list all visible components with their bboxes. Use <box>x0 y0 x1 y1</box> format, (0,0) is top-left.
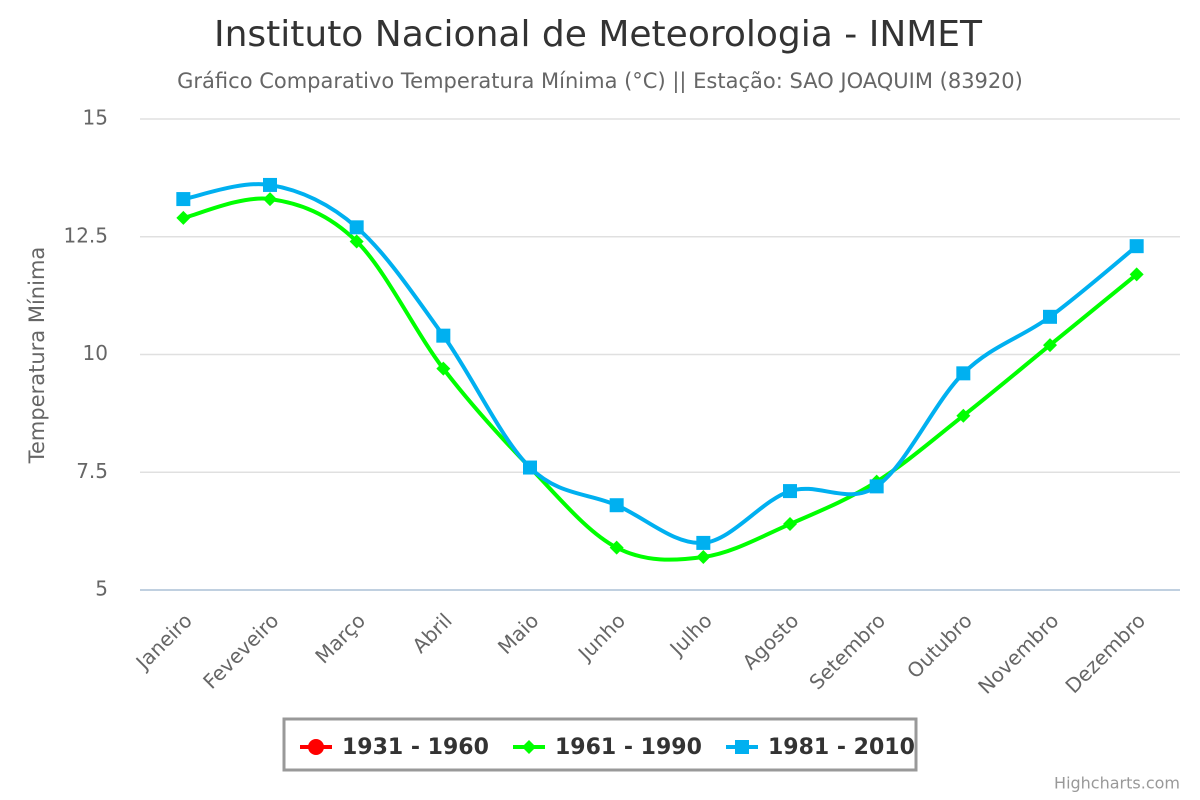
data-point <box>783 517 797 532</box>
x-tick-label: Dezembro <box>1060 608 1150 698</box>
legend-label: 1981 - 2010 <box>768 735 915 760</box>
data-point <box>436 361 451 376</box>
data-point <box>176 210 191 225</box>
legend-box <box>282 717 918 772</box>
credit: Highcharts.com <box>1054 774 1180 793</box>
x-tick-label: Agosto <box>738 608 804 674</box>
data-point <box>1043 338 1057 353</box>
data-point <box>349 234 364 249</box>
y-tick-label: 5 <box>95 577 108 601</box>
x-tick-label: Janeiro <box>130 608 197 675</box>
legend-label: 1931 - 1960 <box>342 735 489 760</box>
x-tick-label: Julho <box>664 608 717 661</box>
data-point <box>263 192 277 207</box>
data-point <box>1043 309 1057 324</box>
legend-marker <box>735 740 749 754</box>
series-line <box>182 196 1138 562</box>
data-point <box>349 220 364 235</box>
data-point <box>609 498 624 513</box>
legend-marker <box>522 740 536 754</box>
data-point <box>869 479 884 494</box>
y-axis-label: Temperatura Mínima <box>25 247 49 465</box>
x-tick-label: Abril <box>407 608 456 657</box>
data-point <box>176 192 191 207</box>
y-tick-label: 12.5 <box>63 223 108 247</box>
data-point <box>523 460 537 475</box>
y-tick-label: 10 <box>83 341 108 365</box>
chart-subtitle: Gráfico Comparativo Temperatura Mínima (… <box>177 69 1023 94</box>
y-tick-label: 15 <box>83 106 108 130</box>
x-tick-label: Novembro <box>973 608 1063 698</box>
data-point <box>696 550 711 565</box>
x-tick-label: Março <box>310 608 370 668</box>
x-tick-label: Outubro <box>902 608 977 683</box>
y-tick-label: 7.5 <box>76 459 108 483</box>
x-tick-label: Junho <box>572 608 630 666</box>
data-point <box>696 535 711 550</box>
data-point <box>436 328 451 343</box>
legend-label: 1961 - 1990 <box>555 735 702 760</box>
data-point <box>263 177 277 192</box>
legend-marker <box>308 739 324 755</box>
x-tick-label: Maio <box>493 608 543 658</box>
data-point <box>1129 267 1144 282</box>
data-point <box>783 484 797 499</box>
data-point <box>956 366 971 381</box>
x-tick-label: Setembro <box>804 608 890 694</box>
data-point <box>609 540 624 555</box>
series-line <box>182 182 1138 545</box>
data-point <box>956 408 971 423</box>
chart-title: Instituto Nacional de Meteorologia - INM… <box>214 14 983 55</box>
data-point <box>1129 239 1144 254</box>
x-tick-label: Feveveiro <box>198 608 283 693</box>
